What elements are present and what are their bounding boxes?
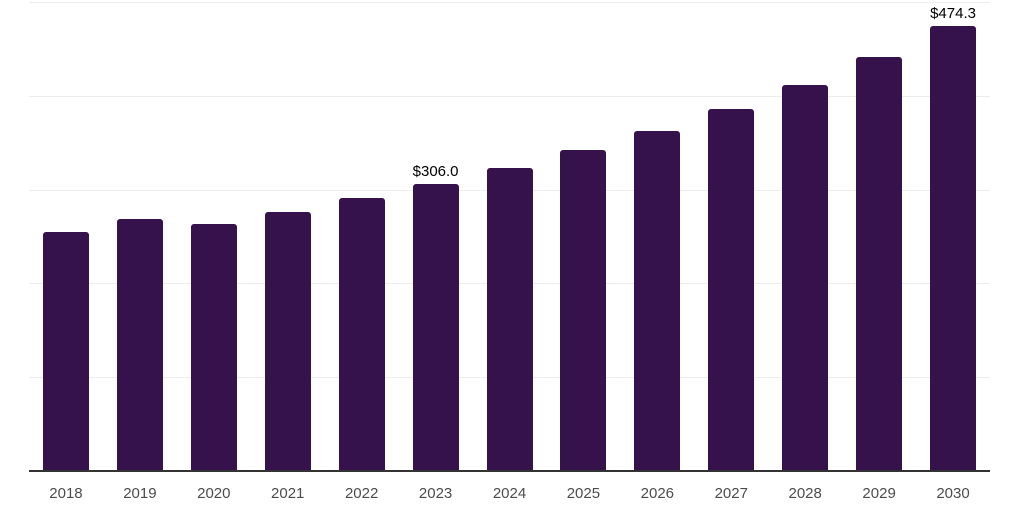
bar-2021 (264, 211, 311, 471)
bar-2020 (190, 223, 237, 471)
x-tick-label-2030: 2030 (936, 485, 970, 502)
x-tick-label-2021: 2021 (271, 485, 305, 502)
x-tick-label-2018: 2018 (49, 485, 83, 502)
x-tick-label-2020: 2020 (197, 485, 231, 502)
x-tick-label-2026: 2026 (640, 485, 675, 502)
value-label-2023: $306.0 (412, 163, 459, 180)
x-tick-label-2025: 2025 (566, 485, 601, 502)
bar-2022 (338, 198, 385, 471)
x-axis-line (29, 470, 990, 472)
x-axis-labels: 2018 2019 2020 2021 2022 2023 2024 2025 2026 2027… (29, 485, 990, 505)
plot-area: $306.0 $474.3 (29, 2, 990, 471)
bar-2018 (42, 232, 89, 471)
x-tick-label-2019: 2019 (123, 485, 157, 502)
bar-2024 (486, 168, 533, 471)
x-tick-label-2024: 2024 (492, 485, 527, 502)
gridline (29, 2, 990, 3)
x-tick-label-2028: 2028 (788, 485, 822, 502)
bar-2027 (708, 108, 755, 471)
bar-2026 (634, 130, 681, 471)
bar-2029 (856, 56, 903, 471)
bar-2019 (116, 219, 163, 471)
x-tick-label-2023: 2023 (418, 485, 453, 502)
x-tick-label-2029: 2029 (862, 485, 896, 502)
x-tick-label-2027: 2027 (714, 485, 748, 502)
bar-2023 (412, 184, 459, 471)
bar-2025 (560, 150, 607, 471)
x-tick-label-2022: 2022 (344, 485, 379, 502)
gridline (29, 95, 990, 97)
value-label-2030: $474.3 (930, 5, 976, 23)
bar-2030 (930, 26, 977, 471)
bar-2028 (782, 85, 829, 471)
